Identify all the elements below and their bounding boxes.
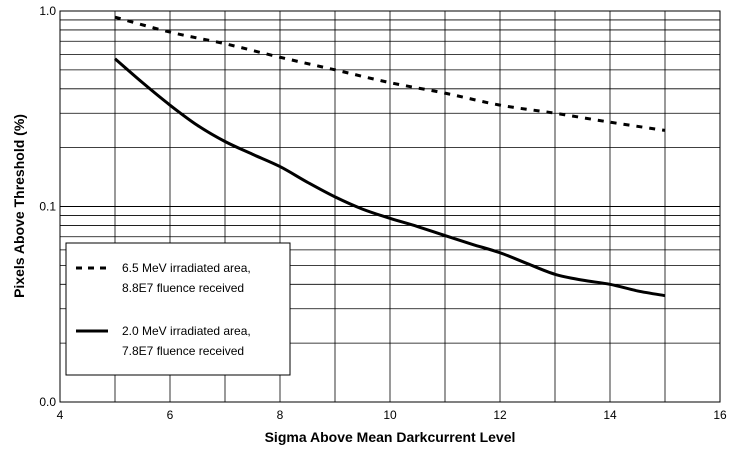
legend-label-series-2-line-2: 7.8E7 fluence received — [122, 344, 244, 358]
x-axis-title: Sigma Above Mean Darkcurrent Level — [265, 429, 516, 445]
legend: 6.5 MeV irradiated area, 8.8E7 fluence r… — [65, 242, 291, 376]
x-tick-label: 8 — [277, 408, 284, 422]
series-group — [114, 15, 666, 298]
y-tick-label: 1.0 — [39, 4, 56, 18]
series-line-2 — [114, 57, 666, 298]
y-axis-title: Pixels Above Threshold (%) — [11, 114, 27, 298]
legend-box — [65, 242, 291, 376]
y-tick-labels: 0.0 0.1 1.0 — [39, 4, 56, 409]
legend-label-series-1-line-1: 6.5 MeV irradiated area, — [122, 261, 251, 275]
y-tick-label: 0.1 — [39, 200, 56, 214]
y-tick-label: 0.0 — [39, 395, 56, 409]
x-tick-label: 16 — [713, 408, 727, 422]
plot-area-border — [59, 10, 721, 403]
series-line-1 — [114, 15, 666, 132]
x-tick-label: 10 — [383, 408, 397, 422]
legend-label-series-2-line-1: 2.0 MeV irradiated area, — [122, 324, 251, 338]
x-tick-label: 4 — [57, 408, 64, 422]
x-tick-label: 14 — [603, 408, 617, 422]
legend-label-series-1-line-2: 8.8E7 fluence received — [122, 281, 244, 295]
x-tick-label: 12 — [493, 408, 507, 422]
x-tick-label: 6 — [167, 408, 174, 422]
x-tick-labels: 4 6 8 10 12 14 16 — [57, 408, 727, 422]
